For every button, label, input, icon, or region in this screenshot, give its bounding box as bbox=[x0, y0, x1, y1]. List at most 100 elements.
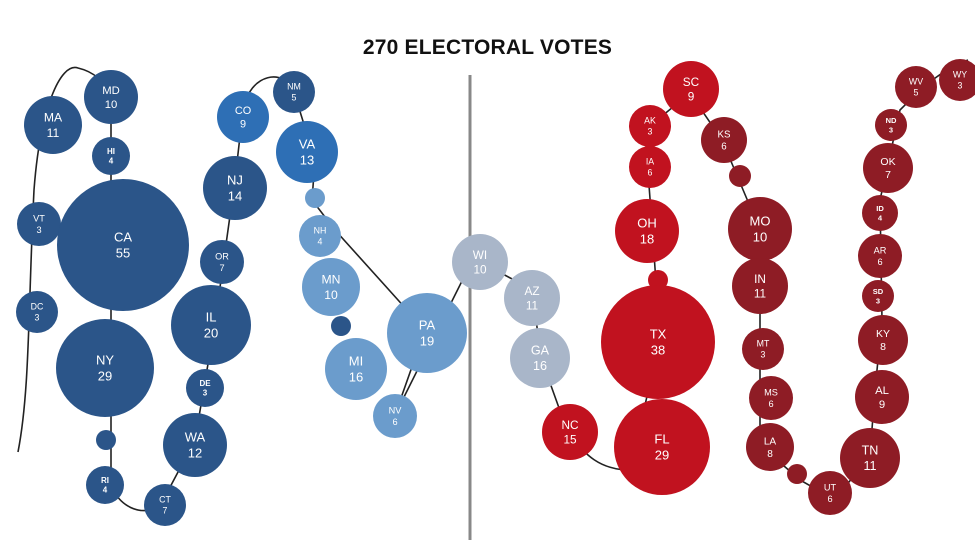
state-votes: 14 bbox=[228, 189, 242, 204]
state-node-ri: RI4 bbox=[86, 466, 124, 504]
state-circle bbox=[808, 471, 852, 515]
state-abbr: RI bbox=[101, 476, 109, 485]
state-circle bbox=[601, 285, 715, 399]
state-circle bbox=[746, 423, 794, 471]
state-circle bbox=[387, 293, 467, 373]
state-circle bbox=[629, 105, 671, 147]
state-node-nv: NV6 bbox=[373, 394, 417, 438]
state-circle bbox=[875, 109, 907, 141]
state-circle bbox=[373, 394, 417, 438]
state-votes: 3 bbox=[958, 81, 963, 91]
state-node-nj: NJ 14 bbox=[203, 156, 267, 220]
state-votes: 55 bbox=[116, 246, 130, 261]
state-votes: 19 bbox=[420, 334, 434, 349]
state-node-va: VA 13 bbox=[276, 121, 338, 183]
state-abbr: SD bbox=[873, 287, 884, 296]
state-node-al: AL 9 bbox=[855, 370, 909, 424]
state-abbr: MD bbox=[102, 85, 120, 97]
state-votes: 9 bbox=[879, 399, 885, 411]
state-abbr: CO bbox=[235, 105, 251, 117]
state-circle bbox=[200, 240, 244, 284]
state-votes: 8 bbox=[767, 449, 773, 460]
state-abbr: TX bbox=[650, 326, 667, 341]
state-votes: 10 bbox=[753, 230, 767, 245]
state-abbr: MA bbox=[44, 111, 63, 125]
state-abbr: MT bbox=[757, 339, 770, 349]
state-abbr: WY bbox=[953, 70, 967, 80]
state-votes: 3 bbox=[876, 296, 880, 305]
state-votes: 6 bbox=[768, 399, 773, 409]
state-votes: 13 bbox=[300, 153, 314, 168]
state-votes: 8 bbox=[880, 341, 886, 353]
state-node-tx: TX 38 bbox=[601, 285, 715, 399]
state-circle bbox=[858, 315, 908, 365]
state-abbr: DC bbox=[31, 302, 44, 312]
state-circle bbox=[171, 285, 251, 365]
state-circle bbox=[701, 117, 747, 163]
state-abbr: MI bbox=[349, 353, 363, 368]
state-circle bbox=[16, 291, 58, 333]
state-votes: 7 bbox=[163, 506, 168, 516]
state-node-ak: AK3 bbox=[629, 105, 671, 147]
state-circle bbox=[663, 61, 719, 117]
state-votes: 4 bbox=[103, 486, 108, 495]
state-votes: 15 bbox=[563, 432, 577, 446]
state-circle bbox=[615, 199, 679, 263]
state-votes: 3 bbox=[648, 127, 653, 137]
state-node-ms: MS6 bbox=[749, 376, 793, 420]
state-circle bbox=[276, 121, 338, 183]
state-abbr: AL bbox=[875, 385, 889, 397]
state-votes: 10 bbox=[105, 99, 118, 111]
state-circle bbox=[858, 234, 902, 278]
state-node-nm: NM5 bbox=[273, 71, 315, 113]
state-votes: 5 bbox=[914, 88, 919, 98]
state-circle bbox=[217, 91, 269, 143]
state-votes: 6 bbox=[392, 417, 397, 427]
state-circle bbox=[24, 96, 82, 154]
state-votes: 10 bbox=[473, 262, 487, 276]
state-circle bbox=[325, 338, 387, 400]
state-votes: 4 bbox=[109, 157, 114, 166]
state-node-nd: ND3 bbox=[875, 109, 907, 141]
state-votes: 11 bbox=[863, 459, 876, 473]
state-votes: 5 bbox=[292, 93, 297, 103]
state-votes: 7 bbox=[885, 169, 891, 181]
state-votes: 38 bbox=[651, 343, 665, 358]
state-circle bbox=[862, 280, 894, 312]
state-abbr: NJ bbox=[227, 172, 243, 187]
state-abbr: FL bbox=[654, 431, 669, 446]
state-node-mo: MO 10 bbox=[728, 197, 792, 261]
state-abbr: PA bbox=[419, 317, 436, 332]
state-node-ia: IA6 bbox=[629, 146, 671, 188]
state-node-ny: NY 29 bbox=[56, 319, 154, 417]
state-node-mt: MT3 bbox=[742, 328, 784, 370]
state-abbr: HI bbox=[107, 147, 115, 156]
state-node-il: IL 20 bbox=[171, 285, 251, 365]
state-abbr: DE bbox=[199, 379, 211, 388]
state-votes: 7 bbox=[219, 263, 224, 273]
state-abbr: IA bbox=[646, 157, 654, 167]
state-abbr: VA bbox=[299, 136, 316, 151]
connector-dot bbox=[648, 270, 668, 290]
state-abbr: TN bbox=[862, 444, 879, 458]
connector-dot bbox=[331, 316, 351, 336]
state-abbr: LA bbox=[764, 436, 777, 447]
state-node-or: OR7 bbox=[200, 240, 244, 284]
state-circle bbox=[863, 143, 913, 193]
state-circle bbox=[862, 195, 898, 231]
state-votes: 16 bbox=[349, 370, 363, 385]
state-abbr: AK bbox=[644, 116, 656, 126]
state-circle bbox=[504, 270, 560, 326]
state-circle bbox=[163, 413, 227, 477]
state-node-de: DE3 bbox=[186, 369, 224, 407]
state-node-oh: OH 18 bbox=[615, 199, 679, 263]
state-abbr: AR bbox=[874, 246, 887, 256]
state-abbr: MN bbox=[322, 273, 341, 287]
state-node-hi: HI4 bbox=[92, 137, 130, 175]
state-abbr: NY bbox=[96, 352, 114, 367]
